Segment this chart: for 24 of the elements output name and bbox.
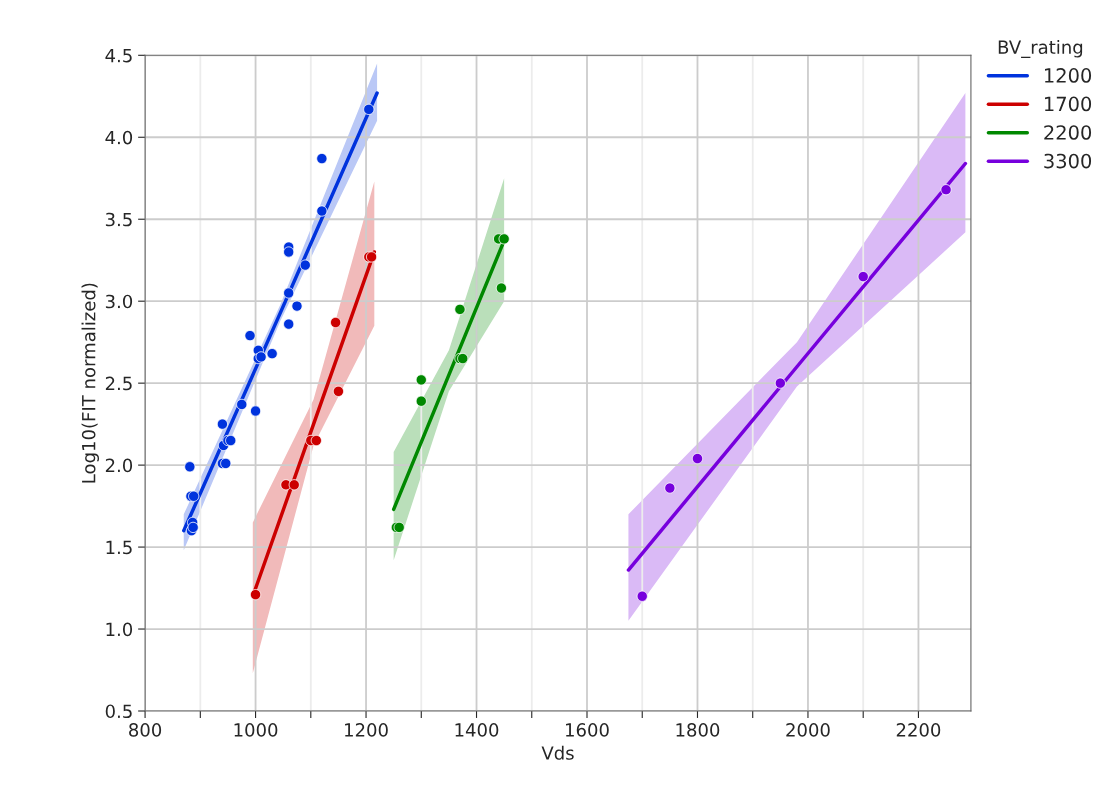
y-tick-label: 3.0 — [105, 294, 133, 309]
x-tick-label: 1400 — [455, 723, 499, 737]
x-tick-label: 1600 — [566, 723, 609, 737]
x-tick-label: 2000 — [786, 723, 830, 737]
y-tick-label: 4.5 — [105, 49, 132, 63]
x-tick-label: 2200 — [896, 723, 941, 737]
legend-title: BV_rating — [998, 40, 1083, 58]
x-axis-title: Vds — [541, 745, 574, 760]
legend-label: 3300 — [1044, 153, 1092, 169]
legend-label: 2200 — [1044, 125, 1092, 140]
legend-label: 1200 — [1045, 68, 1092, 83]
x-tick-label: 1200 — [345, 723, 388, 737]
legend-label: 1700 — [1045, 96, 1092, 112]
y-tick-label: 0.5 — [105, 704, 132, 719]
y-tick-label: 1.0 — [106, 622, 133, 637]
x-tick-label: 1000 — [234, 723, 278, 737]
y-tick-label: 4.0 — [105, 130, 133, 145]
y-tick-label: 2.5 — [105, 376, 132, 391]
x-tick-label: 1800 — [676, 723, 720, 737]
x-tick-label: 800 — [129, 723, 162, 737]
y-tick-label: 2.0 — [105, 458, 133, 473]
y-tick-label: 1.5 — [106, 540, 132, 555]
y-axis-title: Log10(FIT normalized) — [81, 283, 99, 483]
y-tick-label: 3.5 — [105, 212, 132, 227]
